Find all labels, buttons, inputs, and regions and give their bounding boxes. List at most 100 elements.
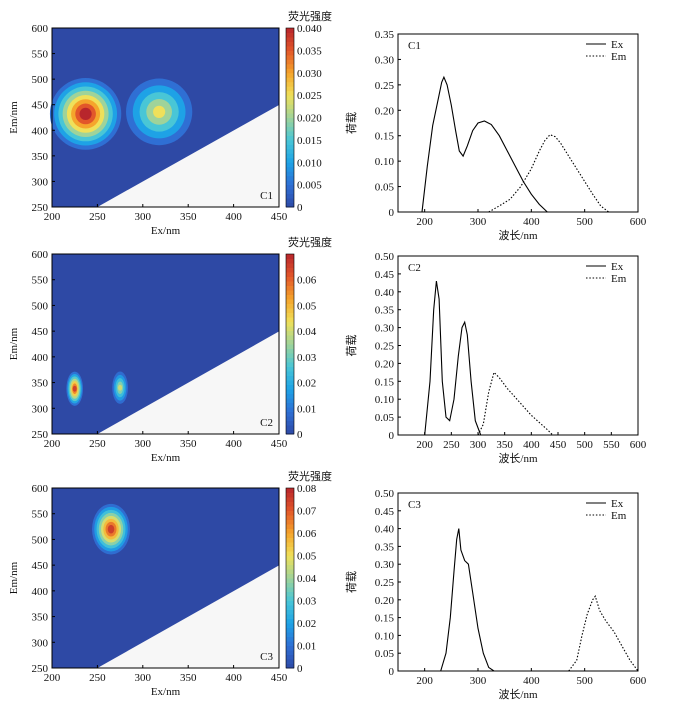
x-tick-label: 400: [225, 211, 242, 223]
x-tick-label: 400: [523, 439, 540, 451]
colorbar-tick-label: 0.01: [297, 403, 316, 415]
colorbar-band: [286, 519, 294, 525]
colorbar-band: [286, 659, 294, 664]
legend-label: Ex: [611, 261, 624, 273]
colorbar-band: [286, 72, 294, 78]
colorbar-band: [286, 77, 294, 83]
y-axis-label: Em/nm: [8, 101, 20, 134]
colorbar-band: [286, 258, 294, 264]
colorbar-tick-label: 0: [297, 202, 303, 214]
x-tick-label: 350: [180, 211, 197, 223]
colorbar-frame: [285, 253, 295, 435]
colorbar-band: [286, 108, 294, 114]
x-tick-label: 450: [271, 672, 288, 684]
colorbar-band: [286, 36, 294, 42]
colorbar-band: [286, 54, 294, 60]
x-tick-label: 500: [576, 439, 593, 451]
x-tick-label: 300: [135, 672, 152, 684]
x-axis-label: Ex/nm: [151, 452, 181, 464]
x-tick-label: 400: [225, 438, 242, 450]
x-tick-label: 300: [470, 216, 487, 228]
colorbar-band: [286, 398, 294, 403]
panel-label: C2: [408, 262, 421, 274]
colorbar-title: 荧光强度: [288, 235, 332, 249]
colorbar-band: [286, 321, 294, 327]
y-tick-label: 600: [32, 249, 49, 261]
colorbar-tick-label: 0.03: [297, 352, 317, 364]
x-tick-label: 250: [89, 211, 106, 223]
colorbar-band: [286, 632, 294, 637]
panel-label: C2: [260, 417, 273, 429]
x-tick-label: 200: [416, 675, 433, 687]
y-tick-label: 0.30: [375, 559, 395, 571]
colorbar-tick-label: 0: [297, 663, 303, 675]
colorbar-title: 荧光强度: [288, 469, 332, 483]
y-axis-label: Em/nm: [8, 327, 20, 360]
colorbar-band: [286, 564, 294, 570]
colorbar-band: [286, 189, 294, 195]
colorbar-band: [286, 510, 294, 516]
colorbar-tick-label: 0.010: [297, 157, 322, 169]
y-tick-label: 250: [32, 202, 49, 214]
colorbar-band: [286, 28, 294, 33]
colorbar-band: [286, 402, 294, 408]
legend-label: Em: [611, 510, 627, 522]
y-tick-label: 0.25: [375, 80, 395, 92]
y-tick-label: 0.50: [375, 251, 395, 263]
panel-label: C1: [260, 190, 273, 202]
colorbar-band: [286, 326, 294, 331]
x-tick-label: 600: [630, 216, 647, 228]
colorbar-band: [286, 285, 294, 291]
y-tick-label: 400: [32, 352, 49, 364]
colorbar-tick-label: 0.02: [297, 618, 316, 630]
colorbar-band: [286, 353, 294, 358]
series-line-Ex: [440, 528, 495, 672]
colorbar-band: [286, 515, 294, 520]
colorbar-band: [286, 113, 294, 118]
y-tick-label: 600: [32, 483, 49, 495]
colorbar-band: [286, 375, 294, 381]
x-tick-label: 450: [271, 438, 288, 450]
colorbar-band: [286, 32, 294, 38]
colorbar-frame: [285, 27, 295, 208]
colorbar-band: [286, 144, 294, 150]
colorbar-tick-label: 0.01: [297, 641, 316, 653]
panel-label: C3: [408, 499, 421, 511]
contour-level: [72, 385, 77, 392]
colorbar-band: [286, 488, 294, 493]
y-tick-label: 250: [32, 663, 49, 675]
colorbar-band: [286, 546, 294, 552]
colorbar-tick-label: 0.02: [297, 378, 316, 390]
colorbar-band: [286, 344, 294, 349]
colorbar-band: [286, 654, 294, 660]
colorbar-band: [286, 162, 294, 168]
colorbar-band: [286, 86, 294, 92]
colorbar-band: [286, 180, 294, 186]
series-line-Ex: [421, 75, 548, 213]
contour-level: [107, 524, 115, 534]
contour-panel-C2: 200 250 300 350 400 4502503003504004505005506…: [8, 235, 332, 464]
y-tick-label: 0.10: [375, 630, 395, 642]
y-tick-label: 0.05: [375, 648, 395, 660]
colorbar-band: [286, 591, 294, 597]
colorbar-band: [286, 99, 294, 105]
colorbar-band: [286, 497, 294, 502]
loading-frame: [397, 255, 639, 436]
y-tick-label: 0.40: [375, 524, 395, 536]
colorbar-band: [286, 560, 294, 565]
colorbar-band: [286, 303, 294, 309]
y-tick-label: 0.10: [375, 394, 395, 406]
y-tick-label: 500: [32, 74, 49, 86]
y-tick-label: 350: [32, 151, 49, 163]
x-tick-label: 450: [271, 211, 288, 223]
contour-level: [153, 105, 166, 118]
colorbar-band: [286, 126, 294, 132]
colorbar-band: [286, 330, 294, 336]
colorbar-tick-label: 0.035: [297, 45, 322, 57]
x-tick-label: 300: [135, 438, 152, 450]
legend-label: Ex: [611, 39, 624, 51]
y-tick-label: 0.30: [375, 323, 395, 335]
x-tick-label: 300: [135, 211, 152, 223]
colorbar-band: [286, 117, 294, 123]
